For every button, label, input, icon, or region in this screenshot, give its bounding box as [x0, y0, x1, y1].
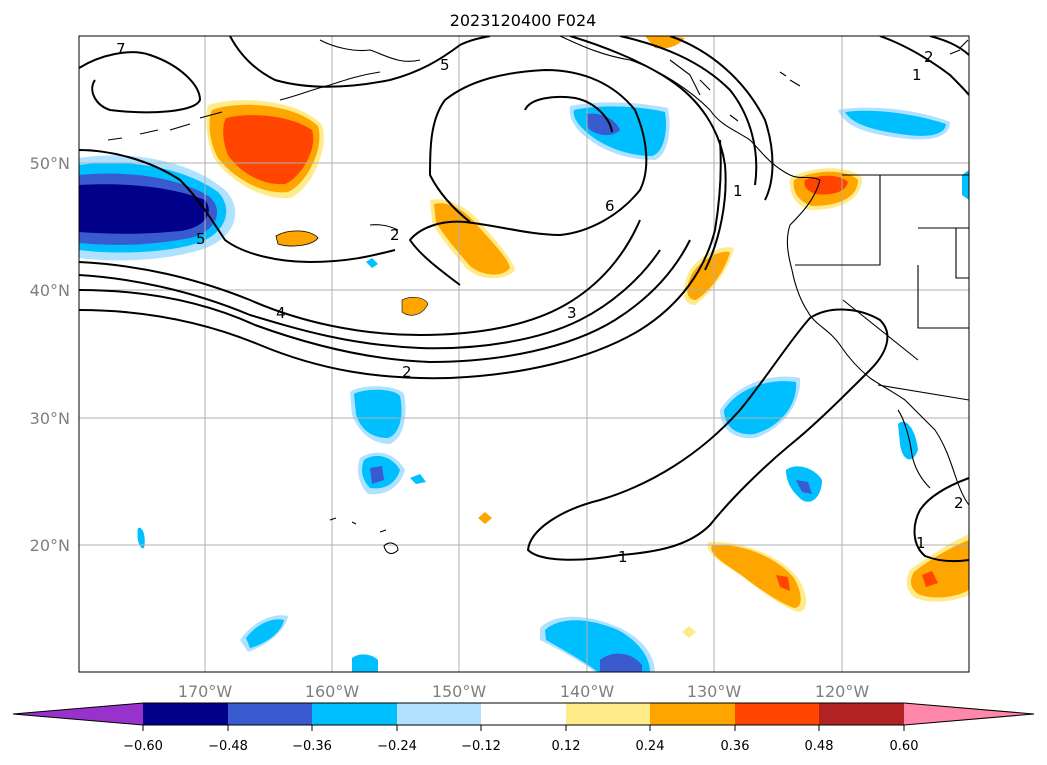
small-blue-patch: [410, 474, 426, 484]
colorbar: −0.60 −0.48 −0.36 −0.24 −0.12 0.12 0.24 …: [12, 702, 1035, 754]
contour-label-6: 6: [605, 197, 615, 215]
blue-sliver-175w: [137, 527, 145, 549]
colorbar-swatch: [143, 703, 228, 725]
contour-label-3: 3: [567, 304, 577, 322]
contour-5-west: [79, 149, 396, 263]
blue-patch-155w-33n: [354, 389, 402, 438]
shaded-anomaly-fields: [79, 36, 969, 672]
contour-label-1-coast: 1: [733, 182, 743, 200]
map-plot-area: 7 5 6 5 2 4 3 2 1 1 1 2 1 2: [78, 35, 970, 673]
lat-label-20n: 20°N: [30, 536, 70, 555]
contour-6-loop: [409, 69, 648, 286]
colorbar-swatch: [481, 703, 566, 725]
colorbar-swatch: [650, 703, 735, 725]
lon-label-120w: 120°W: [815, 682, 870, 701]
negative-anomaly-west-blob: [79, 155, 236, 261]
small-blue-dot: [366, 258, 378, 268]
lat-label-30n: 30°N: [30, 409, 70, 428]
colorbar-swatch: [735, 703, 819, 725]
royal-blue-core-bottom: [600, 653, 642, 672]
positive-anomaly-north-pacific: [206, 100, 324, 199]
colorbar-ticks: [142, 725, 905, 731]
colorbar-label: 0.48: [805, 739, 834, 754]
contour-label-7: 7: [116, 40, 126, 58]
blue-patch-168w-13n: [246, 619, 284, 648]
orange-patch-125w-18n: [711, 544, 801, 608]
small-orange-patch-b: [401, 297, 429, 316]
contour-label-2-ne: 2: [924, 48, 934, 66]
latitude-labels: 50°N 40°N 30°N 20°N: [30, 154, 70, 555]
contour-6-inner: [524, 95, 613, 133]
colorbar-swatch: [397, 703, 481, 725]
lat-label-50n: 50°N: [30, 154, 70, 173]
contour-2-ne: [929, 36, 969, 56]
colorbar-label: −0.60: [123, 739, 163, 754]
contour-1-outer: [619, 36, 758, 186]
contour-label-1-ne: 1: [912, 66, 922, 84]
contour-label-4: 4: [276, 304, 286, 322]
blue-sliver-east: [962, 170, 969, 200]
contour-label-2-mid: 2: [390, 226, 400, 244]
colorbar-labels: −0.60 −0.48 −0.36 −0.24 −0.12 0.12 0.24 …: [123, 739, 918, 754]
blue-patch-baja: [898, 421, 918, 460]
colorbar-swatch: [312, 703, 397, 725]
orange-dot-148w-22n: [478, 512, 492, 524]
colorbar-extend-left: [13, 703, 143, 725]
lat-label-40n: 40°N: [30, 281, 70, 300]
royal-blue-core: [370, 466, 384, 484]
coastlines: [107, 36, 969, 555]
colorbar-label: −0.12: [461, 739, 501, 754]
contour-5-north: [229, 36, 491, 88]
blue-patch-ne: [845, 110, 946, 136]
contour-1-se: [913, 477, 969, 563]
lon-label-150w: 150°W: [432, 682, 487, 701]
map-title: 2023120400 F024: [450, 11, 597, 30]
contour-4: [79, 219, 641, 336]
red-core-se: [922, 571, 938, 587]
yellow-dot-132w-13n: [682, 626, 696, 638]
colorbar-swatch: [228, 703, 312, 725]
contour-7-west: [79, 51, 201, 114]
red-core-124w: [776, 575, 790, 591]
height-contours: [79, 36, 969, 563]
contour-label-5-north: 5: [440, 56, 450, 74]
colorbar-label: 0.12: [552, 739, 581, 754]
small-orange-patch-a: [275, 230, 319, 247]
blue-patch-129w-31n: [724, 381, 797, 435]
blue-patch-156w-10n: [352, 654, 378, 672]
colorbar-label: −0.36: [292, 739, 332, 754]
lon-label-160w: 160°W: [305, 682, 360, 701]
lon-label-170w: 170°W: [178, 682, 233, 701]
contour-1-south: [527, 308, 889, 561]
contour-1-ne: [879, 36, 969, 96]
colorbar-label: −0.48: [208, 739, 248, 754]
colorbar-extend-right: [904, 703, 1034, 725]
contour-1-coast: [669, 36, 774, 201]
contour-2-inner: [79, 239, 691, 363]
contour-labels: 7 5 6 5 2 4 3 2 1 1 1 2 1 2: [116, 40, 964, 566]
colorbar-label: −0.24: [377, 739, 417, 754]
map-frame: [78, 35, 970, 673]
colorbar-swatch: [566, 703, 650, 725]
colorbar-swatch: [819, 703, 904, 725]
contour-label-1-se: 1: [916, 534, 926, 552]
contour-label-2-se: 2: [954, 494, 964, 512]
gridlines: [79, 36, 969, 672]
lon-label-130w: 130°W: [687, 682, 742, 701]
contour-label-5-west: 5: [196, 230, 206, 248]
contour-label-1-south: 1: [618, 548, 628, 566]
colorbar-label: 0.60: [890, 739, 919, 754]
colorbar-label: 0.36: [721, 739, 750, 754]
contour-3: [79, 249, 661, 350]
colorbar-label: 0.24: [636, 739, 665, 754]
lon-label-140w: 140°W: [560, 682, 615, 701]
contour-1-north: [569, 36, 727, 271]
contour-2: [79, 139, 722, 380]
longitude-labels: 170°W 160°W 150°W 140°W 130°W 120°W: [178, 682, 870, 701]
orange-streak-2: [687, 251, 730, 300]
royal-blue-core-2: [796, 480, 812, 494]
contour-label-2: 2: [402, 363, 412, 381]
